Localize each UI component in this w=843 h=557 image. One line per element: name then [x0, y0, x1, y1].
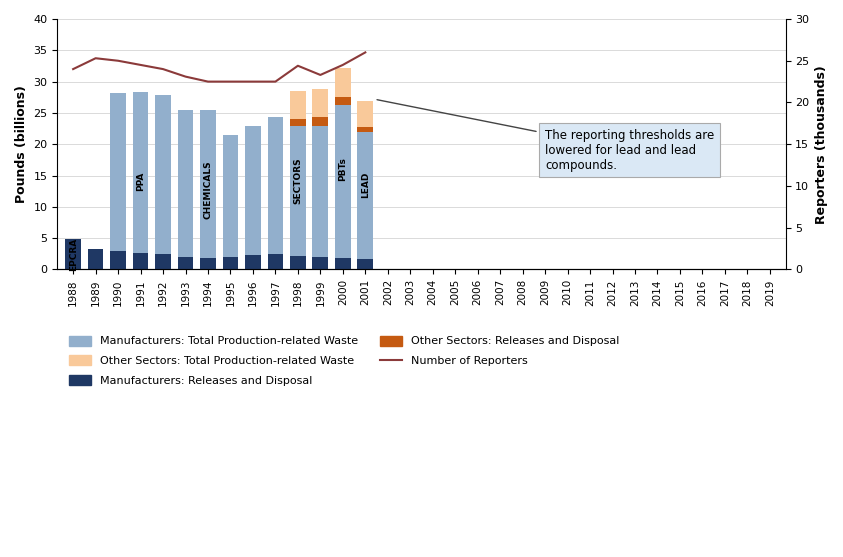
Bar [313, 126, 328, 257]
Text: SECTORS: SECTORS [293, 157, 303, 203]
Bar [178, 110, 193, 257]
Bar [110, 93, 126, 251]
Text: CHEMICALS: CHEMICALS [203, 160, 212, 219]
Bar [200, 110, 216, 257]
Bar [223, 257, 239, 270]
Bar [313, 116, 328, 126]
Bar [88, 249, 104, 270]
Legend: Manufacturers: Total Production-related Waste, Other Sectors: Total Production-r: Manufacturers: Total Production-related … [63, 330, 625, 392]
Bar [155, 254, 171, 270]
Text: PBTs: PBTs [338, 157, 347, 181]
Y-axis label: Reporters (thousands): Reporters (thousands) [815, 65, 828, 223]
Bar [132, 92, 148, 253]
Bar [245, 255, 260, 270]
Bar [313, 257, 328, 270]
Bar [290, 119, 306, 126]
Bar [357, 131, 373, 260]
Bar [110, 251, 126, 270]
Text: EPCRA: EPCRA [68, 237, 78, 271]
Bar [155, 95, 171, 254]
Text: The reporting thresholds are
lowered for lead and lead
compounds.: The reporting thresholds are lowered for… [377, 100, 714, 172]
Bar [357, 126, 373, 131]
Bar [357, 260, 373, 270]
Bar [335, 257, 351, 270]
Bar [313, 89, 328, 116]
Bar [245, 126, 260, 255]
Bar [65, 239, 81, 270]
Bar [132, 253, 148, 270]
Bar [290, 126, 306, 256]
Bar [335, 97, 351, 105]
Bar [178, 257, 193, 270]
Bar [267, 116, 283, 254]
Text: PPA: PPA [136, 171, 145, 190]
Text: LEAD: LEAD [361, 172, 370, 198]
Bar [267, 254, 283, 270]
Bar [223, 135, 239, 257]
Bar [335, 105, 351, 257]
Bar [357, 101, 373, 126]
Bar [290, 256, 306, 270]
Y-axis label: Pounds (billions): Pounds (billions) [15, 85, 28, 203]
Bar [335, 69, 351, 97]
Bar [290, 91, 306, 119]
Bar [200, 257, 216, 270]
